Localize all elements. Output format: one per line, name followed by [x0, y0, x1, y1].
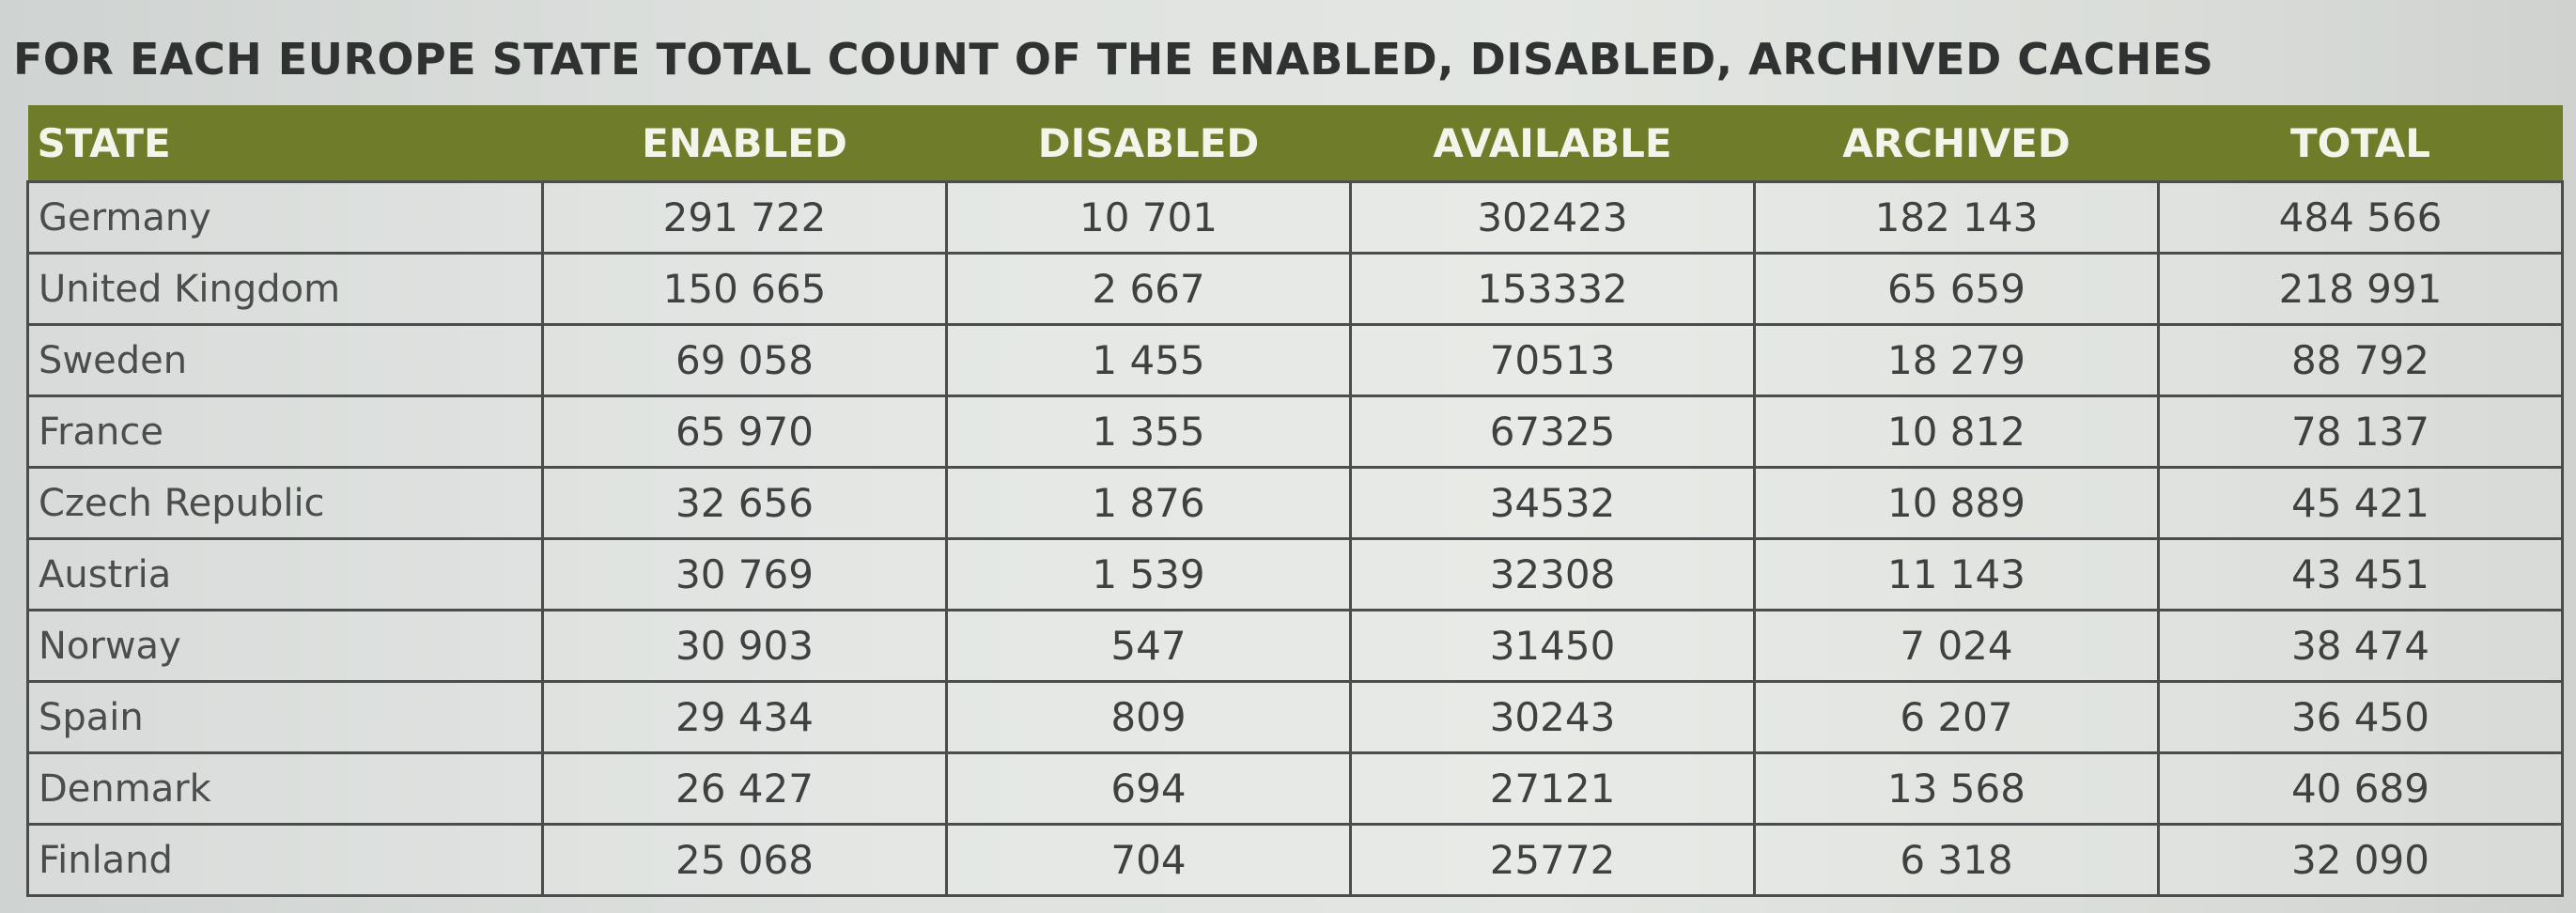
cell-disabled: 1 455 — [945, 323, 1352, 397]
table-body: Germany 291 722 10 701 302423 182 143 48… — [26, 180, 2564, 897]
cell-total: 43 451 — [2157, 537, 2564, 611]
cell-state: Denmark — [26, 751, 544, 826]
cell-enabled: 150 665 — [541, 252, 948, 326]
cell-available: 70513 — [1349, 323, 1756, 397]
cell-available: 27121 — [1349, 751, 1756, 826]
cell-total: 38 474 — [2157, 609, 2564, 683]
column-header-state: STATE — [37, 119, 171, 166]
cell-enabled: 65 970 — [541, 395, 948, 469]
cache-count-table: STATE ENABLED DISABLED AVAILABLE ARCHIVE… — [26, 105, 2564, 897]
table-row: Germany 291 722 10 701 302423 182 143 48… — [26, 180, 2564, 255]
table-row: Finland 25 068 704 25772 6 318 32 090 — [26, 823, 2564, 897]
cell-total: 32 090 — [2157, 823, 2564, 897]
cell-archived: 18 279 — [1753, 323, 2160, 397]
cell-available: 30243 — [1349, 680, 1756, 754]
table-row: Sweden 69 058 1 455 70513 18 279 88 792 — [26, 323, 2564, 397]
cell-state: Spain — [26, 680, 544, 754]
table-row: United Kingdom 150 665 2 667 153332 65 6… — [26, 252, 2564, 326]
cell-state: Germany — [26, 180, 544, 255]
cell-state: United Kingdom — [26, 252, 544, 326]
table-row: Czech Republic 32 656 1 876 34532 10 889… — [26, 466, 2564, 540]
cell-archived: 13 568 — [1753, 751, 2160, 826]
cell-state: Finland — [26, 823, 544, 897]
cell-enabled: 30 903 — [541, 609, 948, 683]
cell-available: 25772 — [1349, 823, 1756, 897]
cell-total: 45 421 — [2157, 466, 2564, 540]
cell-available: 31450 — [1349, 609, 1756, 683]
cell-archived: 10 812 — [1753, 395, 2160, 469]
cell-archived: 11 143 — [1753, 537, 2160, 611]
cell-state: France — [26, 395, 544, 469]
cell-total: 40 689 — [2157, 751, 2564, 826]
cell-available: 67325 — [1349, 395, 1756, 469]
table-title: FOR EACH EUROPE STATE TOTAL COUNT OF THE… — [13, 34, 2214, 85]
cell-total: 88 792 — [2157, 323, 2564, 397]
cell-archived: 10 889 — [1753, 466, 2160, 540]
header-row: STATE ENABLED DISABLED AVAILABLE ARCHIVE… — [27, 105, 2563, 182]
table-row: Norway 30 903 547 31450 7 024 38 474 — [26, 609, 2564, 683]
cell-total: 36 450 — [2157, 680, 2564, 754]
cell-enabled: 30 769 — [541, 537, 948, 611]
cell-archived: 182 143 — [1753, 180, 2160, 255]
cell-archived: 6 207 — [1753, 680, 2160, 754]
cell-enabled: 69 058 — [541, 323, 948, 397]
cell-disabled: 547 — [945, 609, 1352, 683]
cell-enabled: 32 656 — [541, 466, 948, 540]
cell-available: 153332 — [1349, 252, 1756, 326]
cell-disabled: 1 355 — [945, 395, 1352, 469]
cell-available: 32308 — [1349, 537, 1756, 611]
table-row: Austria 30 769 1 539 32308 11 143 43 451 — [26, 537, 2564, 611]
table-row: Denmark 26 427 694 27121 13 568 40 689 — [26, 751, 2564, 826]
cell-state: Norway — [26, 609, 544, 683]
cell-enabled: 26 427 — [541, 751, 948, 826]
column-header-total: TOTAL — [2289, 119, 2430, 166]
cell-archived: 6 318 — [1753, 823, 2160, 897]
cell-total: 218 991 — [2157, 252, 2564, 326]
cell-state: Sweden — [26, 323, 544, 397]
cell-disabled: 2 667 — [945, 252, 1352, 326]
cell-available: 34532 — [1349, 466, 1756, 540]
table-row: France 65 970 1 355 67325 10 812 78 137 — [26, 395, 2564, 469]
cell-available: 302423 — [1349, 180, 1756, 255]
cell-archived: 65 659 — [1753, 252, 2160, 326]
cell-state: Austria — [26, 537, 544, 611]
cell-disabled: 704 — [945, 823, 1352, 897]
column-header-archived: ARCHIVED — [1842, 119, 2071, 166]
cell-enabled: 291 722 — [541, 180, 948, 255]
table-header: STATE ENABLED DISABLED AVAILABLE ARCHIVE… — [27, 105, 2563, 182]
cell-state: Czech Republic — [26, 466, 544, 540]
cell-enabled: 29 434 — [541, 680, 948, 754]
column-header-disabled: DISABLED — [1037, 119, 1260, 166]
cell-archived: 7 024 — [1753, 609, 2160, 683]
table-row: Spain 29 434 809 30243 6 207 36 450 — [26, 680, 2564, 754]
column-header-enabled: ENABLED — [642, 119, 847, 166]
cell-disabled: 10 701 — [945, 180, 1352, 255]
cell-enabled: 25 068 — [541, 823, 948, 897]
cell-total: 78 137 — [2157, 395, 2564, 469]
cell-disabled: 809 — [945, 680, 1352, 754]
cell-disabled: 1 876 — [945, 466, 1352, 540]
column-header-available: AVAILABLE — [1433, 119, 1672, 166]
cell-total: 484 566 — [2157, 180, 2564, 255]
cell-disabled: 694 — [945, 751, 1352, 826]
cell-disabled: 1 539 — [945, 537, 1352, 611]
